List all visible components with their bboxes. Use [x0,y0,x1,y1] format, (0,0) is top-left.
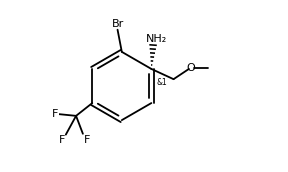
Text: F: F [52,109,58,119]
Text: F: F [84,135,90,145]
Text: O: O [186,63,195,73]
Text: NH₂: NH₂ [146,34,167,44]
Text: &1: &1 [156,78,167,87]
Text: F: F [58,136,65,146]
Text: Br: Br [111,19,124,29]
